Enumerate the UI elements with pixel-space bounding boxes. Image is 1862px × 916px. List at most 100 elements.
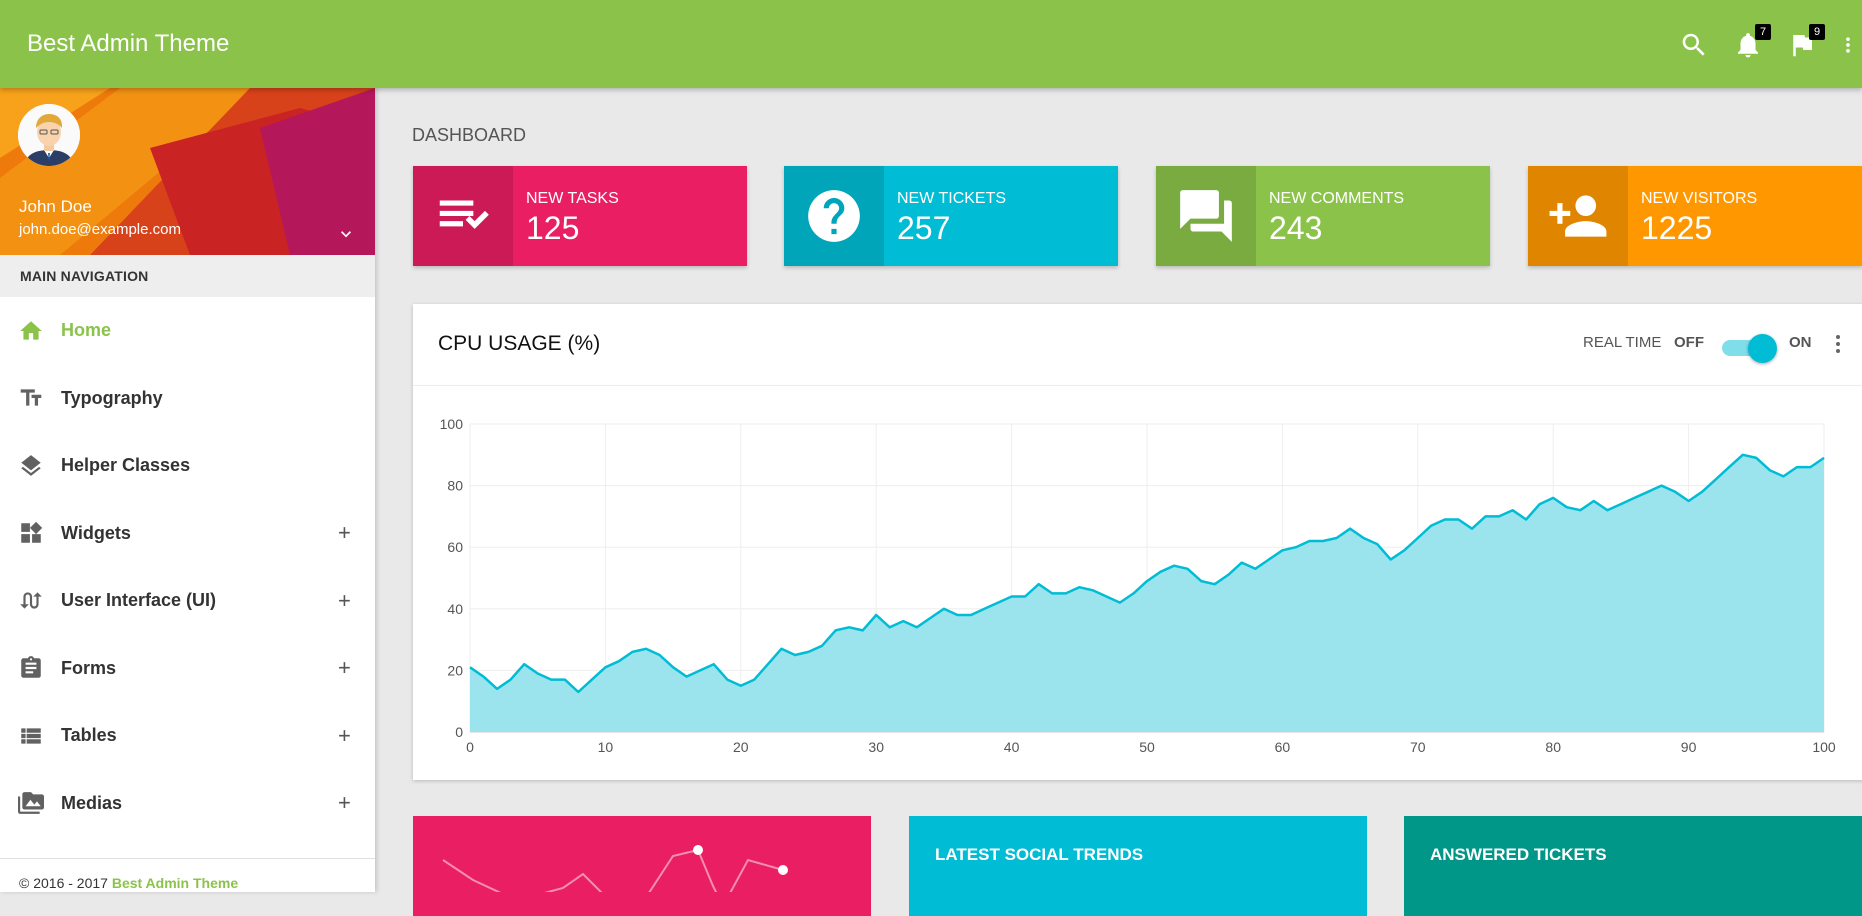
info-box-new-tasks[interactable]: NEW TASKS 125 — [413, 166, 747, 266]
card-title: LATEST SOCIAL TRENDS — [935, 845, 1144, 864]
cpu-usage-card: CPU USAGE (%) REAL TIME OFF ON 0 20 40 60 80… — [413, 304, 1862, 780]
bottom-card-social-trends: LATEST SOCIAL TRENDS — [909, 816, 1367, 916]
card-title: CPU USAGE (%) — [438, 332, 601, 355]
sidebar-item-typography[interactable]: Typography — [0, 365, 375, 433]
info-box-label: NEW TICKETS — [897, 190, 1007, 207]
info-box-value: 257 — [897, 210, 951, 246]
notifications-badge: 7 — [1755, 24, 1771, 40]
sidebar: John Doe john.doe@example.com MAIN NAVIG… — [0, 88, 375, 892]
bottom-card-sparkline — [413, 816, 871, 916]
sidebar-item-label: Tables — [61, 725, 117, 746]
more-vert-icon[interactable] — [1833, 332, 1843, 356]
more-vert-icon[interactable] — [1838, 28, 1858, 62]
x-tick-label: 30 — [868, 739, 884, 755]
y-tick-label: 0 — [455, 724, 463, 740]
x-tick-label: 90 — [1681, 739, 1697, 755]
realtime-label: REAL TIME — [1583, 334, 1662, 351]
sidebar-item-label: Widgets — [61, 522, 131, 543]
info-box-value: 125 — [526, 210, 580, 246]
avatar[interactable] — [18, 104, 80, 166]
top-navbar: Best Admin Theme 7 9 — [0, 0, 1862, 88]
info-box-new-visitors[interactable]: NEW VISITORS 1225 — [1528, 166, 1862, 266]
info-box-value: 243 — [1269, 210, 1323, 246]
tasks-button[interactable]: 9 — [1785, 24, 1825, 62]
x-tick-label: 80 — [1545, 739, 1561, 755]
flag-icon — [1793, 35, 1812, 57]
series-line — [469, 453, 1825, 694]
x-tick-label: 70 — [1410, 739, 1426, 755]
assignment-icon — [18, 655, 44, 681]
tasks-badge: 9 — [1809, 24, 1825, 40]
sparkline-point — [778, 865, 788, 875]
x-tick-label: 60 — [1275, 739, 1291, 755]
sidebar-item-label: Home — [61, 320, 112, 341]
sidebar-item-user-interface[interactable]: User Interface (UI) + — [0, 567, 375, 635]
expand-icon[interactable]: + — [338, 520, 351, 546]
expand-icon[interactable]: + — [338, 587, 351, 613]
bottom-card-answered-tickets: ANSWERED TICKETS — [1404, 816, 1862, 916]
y-tick-label: 20 — [447, 662, 463, 678]
y-tick-label: 60 — [447, 539, 463, 555]
x-tick-label: 50 — [1139, 739, 1155, 755]
view-list-icon — [18, 723, 44, 749]
copyright-text: © 2016 - 2017 — [19, 875, 112, 891]
info-box-label: NEW COMMENTS — [1269, 190, 1405, 207]
switch-off-label: OFF — [1674, 334, 1704, 351]
y-tick-label: 100 — [440, 416, 464, 432]
expand-icon[interactable]: + — [338, 722, 351, 748]
series-area — [470, 454, 1824, 732]
toggle-knob — [1748, 334, 1777, 363]
card-title: ANSWERED TICKETS — [1430, 845, 1607, 864]
sidebar-item-forms[interactable]: Forms + — [0, 635, 375, 703]
footer-link[interactable]: Best Admin Theme — [111, 875, 239, 891]
info-box-value: 1225 — [1641, 210, 1713, 246]
info-box-label: NEW VISITORS — [1641, 190, 1758, 207]
user-info-panel: John Doe john.doe@example.com — [0, 88, 375, 255]
text-fields-icon — [18, 385, 44, 411]
app-brand[interactable]: Best Admin Theme — [27, 30, 230, 57]
expand-icon[interactable]: + — [338, 790, 351, 816]
sidebar-item-widgets[interactable]: Widgets + — [0, 500, 375, 568]
y-tick-label: 80 — [447, 478, 463, 494]
x-tick-label: 100 — [1812, 739, 1836, 755]
forum-icon — [1180, 190, 1232, 242]
sidebar-item-label: Helper Classes — [61, 455, 191, 476]
search-icon[interactable] — [1677, 28, 1711, 62]
x-tick-label: 20 — [733, 739, 749, 755]
nav-header: MAIN NAVIGATION — [0, 255, 375, 297]
x-tick-label: 10 — [598, 739, 614, 755]
card-divider — [413, 385, 1862, 386]
switch-on-label: ON — [1789, 334, 1812, 351]
expand-icon[interactable]: + — [338, 655, 351, 681]
cpu-usage-chart: 0 20 40 60 80 100 0 10 20 30 40 50 60 70 80 90 100 — [440, 416, 1836, 755]
info-box-new-comments[interactable]: NEW COMMENTS 243 — [1156, 166, 1490, 266]
bell-icon — [1738, 33, 1758, 58]
layers-icon — [18, 453, 44, 479]
realtime-toggle[interactable] — [1722, 334, 1778, 363]
user-email: john.doe@example.com — [19, 221, 181, 238]
sidebar-item-label: User Interface (UI) — [61, 590, 217, 611]
y-tick-label: 40 — [447, 601, 463, 617]
perm-media-icon — [18, 790, 44, 816]
chevron-down-icon[interactable] — [336, 224, 356, 244]
sidebar-item-tables[interactable]: Tables + — [0, 702, 375, 770]
sidebar-item-label: Medias — [61, 792, 123, 813]
widgets-icon — [18, 520, 44, 546]
person-add-icon — [1549, 195, 1607, 237]
sidebar-item-home[interactable]: Home — [0, 297, 375, 365]
sidebar-footer: © 2016 - 2017 Best Admin Theme — [0, 858, 375, 892]
sparkline-point — [693, 845, 703, 855]
home-icon — [18, 318, 44, 344]
page-title: DASHBOARD — [412, 125, 527, 145]
playlist-check-icon — [439, 200, 489, 229]
user-name: John Doe — [19, 197, 92, 216]
notifications-button[interactable]: 7 — [1731, 24, 1771, 62]
info-box-new-tickets[interactable]: NEW TICKETS 257 — [784, 166, 1118, 266]
x-tick-label: 0 — [466, 739, 474, 755]
sidebar-item-label: Forms — [61, 657, 117, 678]
swap-calls-icon — [18, 588, 44, 614]
help-icon — [808, 190, 860, 242]
sidebar-item-label: Typography — [61, 387, 163, 408]
sidebar-item-helper-classes[interactable]: Helper Classes — [0, 432, 375, 500]
sidebar-item-medias[interactable]: Medias + — [0, 770, 375, 838]
